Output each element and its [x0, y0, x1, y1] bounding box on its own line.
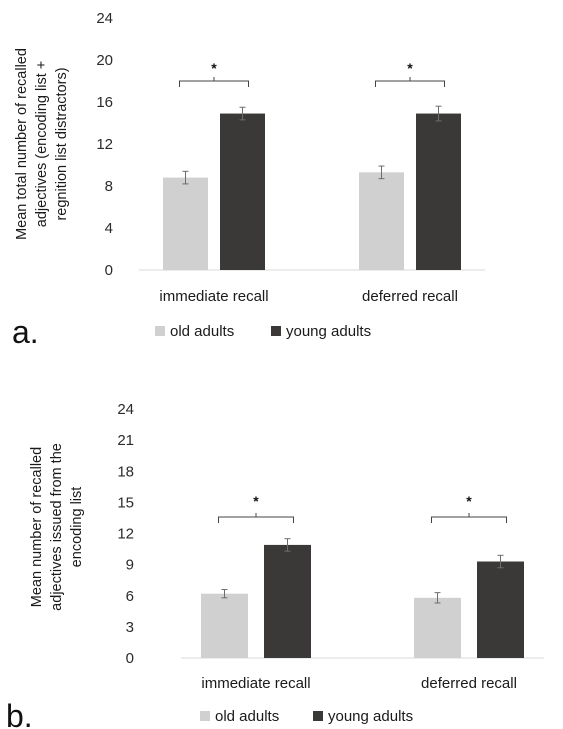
y-tick-label: 21 [117, 432, 134, 449]
y-tick-label: 3 [126, 619, 134, 636]
panel-label: a. [12, 314, 39, 350]
bar-young-adults-deferred-recall [416, 113, 461, 270]
y-axis-label-line: Mean number of recalled [29, 447, 45, 607]
chart-panel-b: 0 3 6 9 12 15 18 21 24 immediate recall deferred r… [6, 401, 544, 729]
significance-star: * [407, 60, 413, 76]
y-axis-label-line: adjectives issued from the [49, 443, 65, 611]
bar-old-adults-deferred-recall [359, 172, 404, 270]
chart-panel-a: 0 4 8 12 16 20 24 immediate recall deferred reca… [12, 10, 485, 350]
y-axis-label-line: regnition list distractors) [54, 67, 70, 220]
error-bar [284, 538, 291, 552]
error-bar [497, 554, 504, 569]
bar-young-adults-immediate-recall [220, 113, 265, 270]
panel-label: b. [6, 698, 33, 729]
legend-label: old adults [215, 708, 279, 725]
error-bar [239, 106, 246, 121]
legend-swatch [200, 711, 210, 721]
error-bar [434, 592, 441, 604]
legend: old adults young adults [200, 708, 413, 725]
y-tick-label: 0 [126, 650, 134, 667]
legend-swatch [271, 326, 281, 336]
significance-bracket [179, 77, 249, 87]
y-tick-label: 16 [96, 94, 113, 111]
y-tick-label: 24 [117, 401, 134, 418]
y-tick-label: 12 [117, 526, 134, 543]
y-tick-label: 24 [96, 10, 113, 27]
error-bar [221, 589, 228, 599]
legend: old adults young adults [155, 323, 371, 340]
y-tick-label: 4 [105, 220, 113, 237]
y-axis-label-line: encoding list [69, 487, 85, 568]
legend-label: old adults [170, 323, 234, 340]
bar-young-adults-immediate-recall [264, 544, 311, 658]
y-tick-label: 18 [117, 463, 134, 480]
y-tick-label: 6 [126, 588, 134, 605]
significance-star: * [253, 493, 259, 509]
y-tick-label: 8 [105, 178, 113, 195]
significance-bracket [218, 513, 294, 523]
x-category-label: immediate recall [159, 288, 268, 305]
y-tick-label: 20 [96, 52, 113, 69]
significance-bracket [375, 77, 445, 87]
y-tick-label: 12 [96, 136, 113, 153]
y-tick-label: 9 [126, 557, 134, 574]
significance-bracket [431, 513, 507, 523]
legend-swatch [155, 326, 165, 336]
error-bar [182, 170, 189, 185]
legend-swatch [313, 711, 323, 721]
y-tick-label: 15 [117, 494, 134, 511]
y-axis-label-line: adjectives (encoding list + [34, 61, 50, 227]
error-bar [435, 105, 442, 122]
bar-old-adults-immediate-recall [163, 177, 208, 270]
y-axis-label-line: Mean total number of recalled [14, 48, 30, 240]
y-tick-label: 0 [105, 262, 113, 279]
x-category-label: immediate recall [201, 675, 310, 692]
x-category-label: deferred recall [362, 288, 458, 305]
error-bar [378, 165, 385, 180]
significance-star: * [211, 60, 217, 76]
bar-old-adults-deferred-recall [414, 597, 461, 658]
significance-star: * [466, 493, 472, 509]
bar-old-adults-immediate-recall [201, 593, 248, 658]
x-category-label: deferred recall [421, 675, 517, 692]
legend-label: young adults [328, 708, 413, 725]
bar-young-adults-deferred-recall [477, 561, 524, 658]
legend-label: young adults [286, 323, 371, 340]
